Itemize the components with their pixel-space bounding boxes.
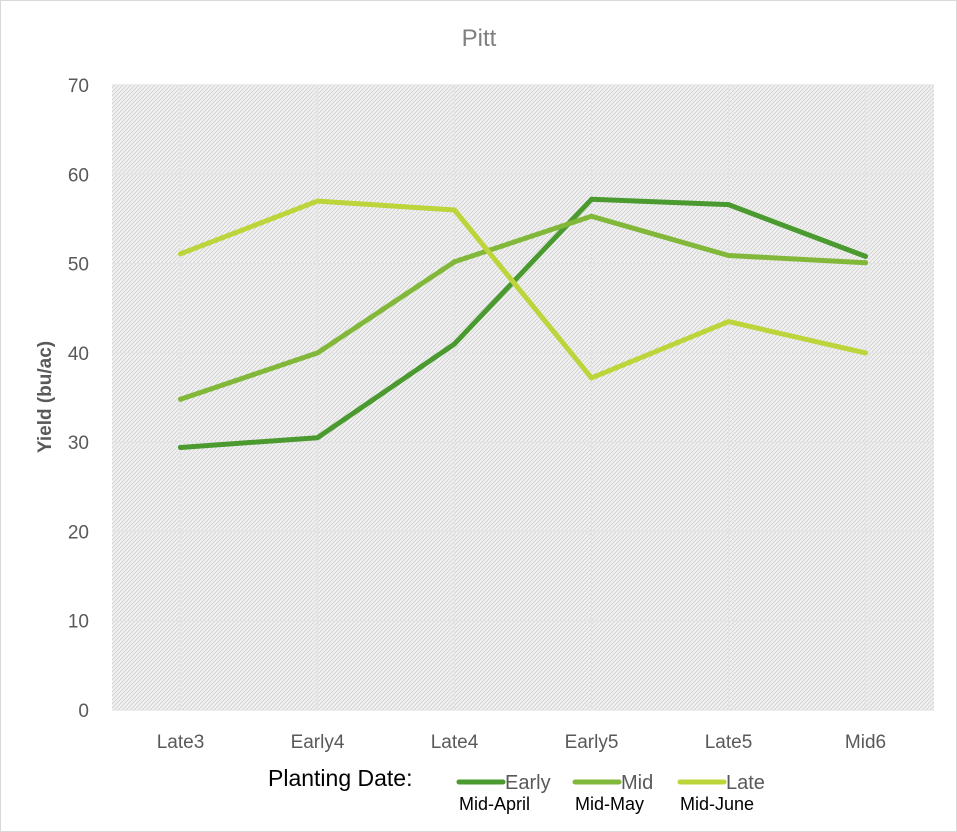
legend-label-late: Late: [726, 772, 765, 794]
data-point-early: [863, 253, 868, 259]
x-tick-label: Early4: [291, 732, 345, 753]
data-point-early: [178, 445, 183, 450]
y-tick-label: 0: [78, 701, 89, 722]
y-tick-label: 40: [68, 344, 89, 365]
x-tick-label: Early5: [565, 732, 619, 753]
y-tick-label: 20: [68, 522, 89, 543]
data-point-mid: [863, 260, 868, 266]
series-line-early: [178, 196, 868, 450]
data-point-mid: [315, 350, 320, 356]
data-point-early: [452, 341, 457, 347]
y-tick-label: 10: [68, 612, 89, 633]
data-point-late: [178, 251, 183, 257]
data-point-late: [589, 375, 594, 381]
y-axis-tick-labels: 0 10 20 30 40 50 60 70: [68, 76, 89, 722]
data-point-mid: [452, 259, 457, 265]
data-point-late: [863, 350, 868, 356]
x-tick-label: Late3: [157, 732, 205, 753]
x-tick-label: Late5: [705, 732, 753, 753]
x-tick-label: Mid6: [845, 732, 886, 753]
y-tick-label: 70: [68, 76, 89, 97]
legend-subtitle-early: Mid-April: [459, 794, 530, 814]
data-point-mid: [178, 396, 183, 402]
y-axis-title: Yield (bu/ac): [35, 341, 56, 453]
y-tick-label: 60: [68, 165, 89, 186]
legend-label-mid: Mid: [621, 772, 653, 794]
y-tick-label: 50: [68, 255, 89, 276]
y-tick-label: 30: [68, 433, 89, 454]
data-point-late: [452, 207, 457, 213]
data-point-early: [315, 435, 320, 441]
legend-prefix: Planting Date:: [268, 765, 412, 791]
series-line-mid: [178, 213, 868, 402]
legend-subtitle-mid: Mid-May: [575, 794, 644, 814]
data-point-mid: [726, 253, 731, 259]
x-axis-tick-labels: Late3 Early4 Late4 Early5 Late5 Mid6: [157, 732, 886, 753]
data-point-early: [726, 202, 731, 208]
series-line-late: [178, 198, 868, 381]
chart-title: Pitt: [462, 25, 497, 52]
legend-label-early: Early: [505, 772, 551, 794]
data-point-mid: [589, 213, 594, 219]
data-point-late: [726, 319, 731, 325]
legend-subtitle-late: Mid-June: [680, 794, 754, 814]
plot-area: [112, 85, 934, 710]
x-tick-label: Late4: [431, 732, 479, 753]
data-point-late: [315, 198, 320, 204]
data-point-early: [589, 196, 594, 202]
series-lines: [178, 196, 868, 450]
